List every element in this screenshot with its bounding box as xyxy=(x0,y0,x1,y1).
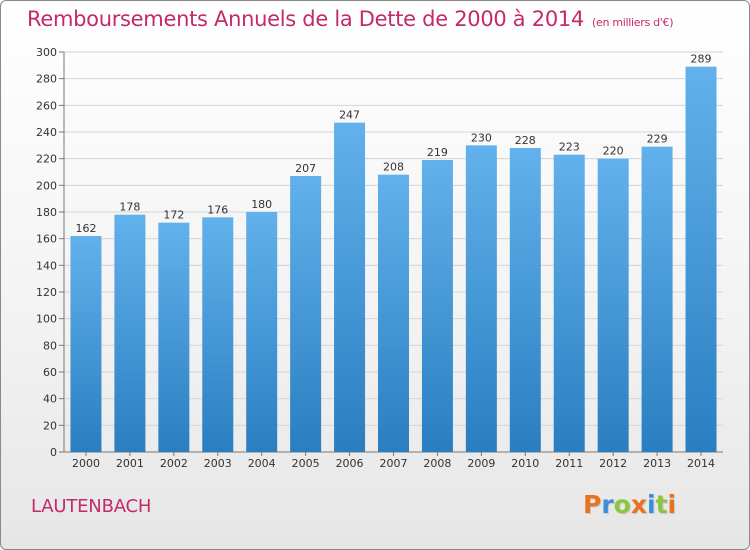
x-tick-label: 2007 xyxy=(380,457,408,470)
y-tick-label: 280 xyxy=(36,73,57,86)
logo-letter: i xyxy=(647,490,656,519)
logo-letter: o xyxy=(613,490,631,519)
bar xyxy=(334,122,366,453)
data-label: 247 xyxy=(339,109,360,122)
city-name: LAUTENBACH xyxy=(31,496,152,517)
y-tick-label: 100 xyxy=(36,313,57,326)
x-tick-label: 2009 xyxy=(467,457,495,470)
bar xyxy=(509,148,541,452)
y-tick-label: 20 xyxy=(43,419,57,432)
bar xyxy=(158,222,190,452)
y-tick-label: 260 xyxy=(36,99,57,112)
y-tick-label: 180 xyxy=(36,206,57,219)
bar xyxy=(641,146,673,452)
logo-letter: r xyxy=(601,490,614,519)
bar xyxy=(202,217,234,452)
logo-letter: P xyxy=(583,490,602,519)
x-tick-label: 2000 xyxy=(72,457,100,470)
data-label: 208 xyxy=(383,161,404,174)
data-label: 207 xyxy=(295,162,316,175)
x-tick-label: 2004 xyxy=(248,457,276,470)
y-tick-label: 240 xyxy=(36,126,57,139)
proxiti-logo: Proxiti xyxy=(583,490,676,519)
bar xyxy=(465,145,497,453)
logo-letter: x xyxy=(630,490,647,519)
y-tick-label: 160 xyxy=(36,233,57,246)
y-tick-label: 120 xyxy=(36,286,57,299)
x-tick-label: 2008 xyxy=(423,457,451,470)
chart-subtitle: (en milliers d'€) xyxy=(592,16,674,29)
x-tick-label: 2014 xyxy=(687,457,715,470)
chart-title-text: Remboursements Annuels de la Dette de 20… xyxy=(27,7,584,31)
bar xyxy=(378,174,409,452)
y-tick-label: 40 xyxy=(43,393,57,406)
logo-letter: t xyxy=(655,490,668,519)
data-label: 178 xyxy=(119,201,140,214)
x-tick-label: 2010 xyxy=(511,457,539,470)
x-tick-label: 2005 xyxy=(292,457,320,470)
bar xyxy=(553,154,585,452)
data-label: 162 xyxy=(75,222,96,235)
data-label: 220 xyxy=(603,145,624,158)
y-tick-label: 80 xyxy=(43,339,57,352)
y-tick-label: 300 xyxy=(36,46,57,59)
data-label: 230 xyxy=(471,131,492,144)
y-tick-label: 0 xyxy=(50,446,57,459)
data-label: 223 xyxy=(559,141,580,154)
x-tick-label: 2012 xyxy=(599,457,627,470)
bar xyxy=(246,212,278,452)
bar xyxy=(114,214,146,452)
bar xyxy=(421,160,453,452)
data-label: 289 xyxy=(691,53,712,66)
data-label: 219 xyxy=(427,146,448,159)
data-label: 176 xyxy=(207,203,228,216)
x-tick-label: 2006 xyxy=(336,457,364,470)
x-tick-label: 2003 xyxy=(204,457,232,470)
bar xyxy=(685,66,717,453)
chart-title: Remboursements Annuels de la Dette de 20… xyxy=(27,7,673,31)
data-label: 172 xyxy=(163,209,184,222)
y-tick-label: 200 xyxy=(36,179,57,192)
data-label: 180 xyxy=(251,198,272,211)
data-label: 228 xyxy=(515,134,536,147)
logo-letter: i xyxy=(667,490,677,519)
bar xyxy=(290,176,322,452)
data-label: 229 xyxy=(647,133,668,146)
y-tick-label: 140 xyxy=(36,259,57,272)
y-tick-label: 220 xyxy=(36,153,57,166)
x-tick-label: 2002 xyxy=(160,457,188,470)
x-tick-label: 2013 xyxy=(643,457,671,470)
x-tick-label: 2001 xyxy=(116,457,144,470)
bar xyxy=(70,236,102,452)
y-tick-label: 60 xyxy=(43,366,57,379)
bar xyxy=(597,158,629,452)
x-tick-label: 2011 xyxy=(555,457,583,470)
